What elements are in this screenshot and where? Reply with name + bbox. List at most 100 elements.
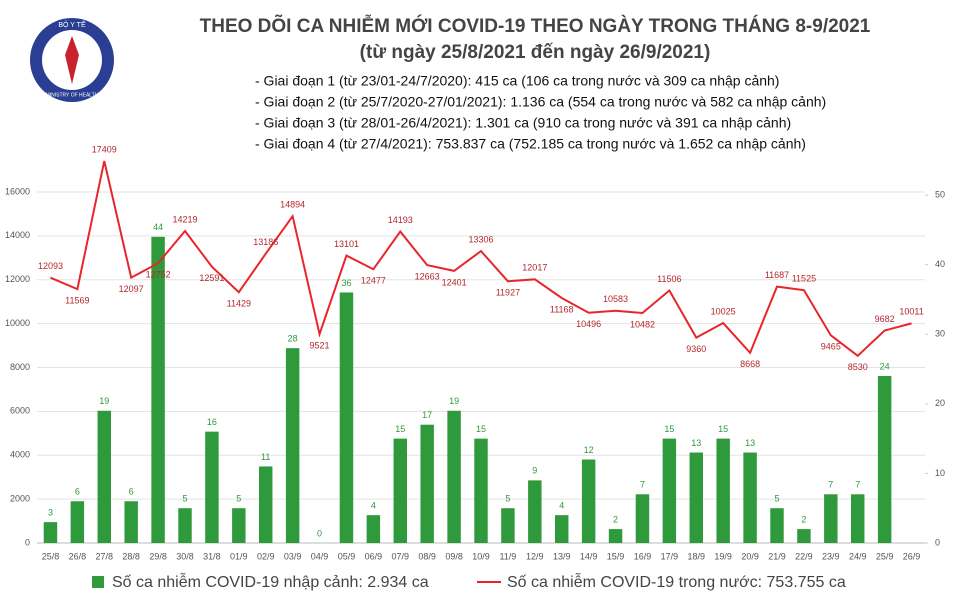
line-value-label: 17409 [92, 144, 117, 154]
bar-value-label: 7 [640, 480, 645, 490]
line-value-label: 8530 [848, 362, 868, 372]
bar [716, 438, 730, 543]
bar-value-label: 28 [288, 334, 298, 344]
bar [824, 494, 838, 543]
bar-value-label: 4 [371, 501, 376, 511]
x-tick-label: 12/9 [526, 551, 544, 561]
line-value-label: 12752 [146, 270, 171, 280]
bar-value-label: 7 [855, 480, 860, 490]
y-tick-label: 12000 [5, 274, 30, 284]
bar [770, 508, 784, 543]
x-tick-label: 09/8 [445, 551, 463, 561]
line-value-label: 12097 [119, 284, 144, 294]
bar [70, 501, 85, 543]
x-tick-label: 25/8 [42, 551, 60, 561]
x-tick-label: 10/9 [472, 551, 490, 561]
line-value-label: 9682 [875, 314, 895, 324]
line-value-label: 11927 [496, 288, 520, 298]
x-tick-label: 24/9 [849, 551, 867, 561]
line-value-label: 12663 [415, 272, 440, 282]
y2-tick-label: 10 [935, 468, 945, 478]
line-value-label: 14193 [388, 215, 413, 225]
bar-value-label: 44 [153, 222, 163, 232]
line-value-label: 14219 [172, 214, 197, 224]
bar [420, 424, 434, 543]
line-value-label: 10482 [630, 319, 655, 329]
x-tick-label: 17/9 [661, 551, 679, 561]
legend-label: Số ca nhiễm COVID-19 trong nước: 753.755… [507, 572, 846, 591]
bar [285, 348, 300, 543]
bar [339, 292, 354, 543]
x-tick-label: 01/9 [230, 551, 248, 561]
y2-tick-label: 40 [935, 259, 945, 269]
bar-value-label: 7 [828, 480, 833, 490]
y2-tick-label: 30 [935, 329, 945, 339]
y-tick-label: 16000 [5, 186, 30, 196]
logo-emblem [65, 36, 79, 84]
bar-value-label: 15 [476, 424, 486, 434]
bar [393, 438, 407, 543]
bar-value-label: 19 [449, 396, 459, 406]
x-tick-label: 14/9 [580, 551, 598, 561]
line-value-label: 12591 [199, 273, 224, 283]
x-tick-label: 31/8 [203, 551, 221, 561]
bar [851, 494, 865, 543]
y-tick-label: 14000 [5, 230, 30, 240]
bar [124, 501, 138, 543]
x-tick-label: 06/9 [365, 551, 383, 561]
bar-value-label: 15 [395, 424, 405, 434]
x-tick-label: 30/8 [176, 551, 194, 561]
bar [662, 438, 677, 543]
bar-value-label: 15 [718, 424, 728, 434]
bar [555, 515, 569, 543]
bar-value-label: 4 [559, 501, 564, 511]
x-tick-label: 18/9 [688, 551, 706, 561]
bar-value-label: 15 [664, 424, 674, 434]
line [50, 160, 912, 358]
logo-top-text: BỘ Y TẾ [58, 19, 86, 29]
line-value-label: 12477 [361, 276, 386, 286]
line-value-label: 11506 [657, 274, 681, 284]
bar [474, 438, 488, 543]
bar-value-label: 0 [317, 528, 322, 538]
chart-title: THEO DÕI CA NHIỄM MỚI COVID-19 THEO NGÀY… [200, 15, 871, 37]
line-value-label: 9465 [821, 342, 841, 352]
bar-value-label: 24 [880, 361, 890, 371]
x-tick-label: 02/9 [257, 551, 275, 561]
bar [743, 452, 757, 543]
bar [501, 508, 515, 543]
chart-subtitle: (từ ngày 25/8/2021 đến ngày 26/9/2021) [360, 42, 711, 63]
x-tick-label: 11/9 [499, 551, 516, 561]
x-tick-label: 22/9 [795, 551, 813, 561]
x-tick-label: 04/9 [311, 551, 329, 561]
x-tick-label: 19/9 [714, 551, 732, 561]
line-value-label: 11687 [765, 270, 789, 280]
x-tick-label: 28/8 [122, 551, 140, 561]
bar [608, 529, 623, 543]
bar-value-label: 5 [774, 494, 779, 504]
note: - Giai đoạn 1 (từ 23/01-24/7/2020): 415 … [255, 73, 779, 89]
note: - Giai đoạn 4 (từ 27/4/2021): 753.837 ca… [255, 136, 806, 152]
y2-tick-label: 20 [935, 398, 945, 408]
y2-tick-label: 50 [935, 189, 945, 199]
x-tick-label: 23/9 [822, 551, 840, 561]
bar [366, 515, 381, 543]
line-value-label: 11168 [550, 304, 574, 314]
bar [205, 431, 219, 543]
bar-value-label: 11 [261, 452, 270, 462]
y-tick-label: 4000 [10, 450, 30, 460]
bar [797, 529, 811, 543]
line-value-label: 13101 [334, 239, 359, 249]
bar [528, 480, 542, 543]
y-tick-label: 6000 [10, 406, 30, 416]
legend-label: Số ca nhiễm COVID-19 nhập cảnh: 2.934 ca [112, 572, 429, 591]
bar-value-label: 5 [182, 494, 187, 504]
bar-value-label: 6 [129, 487, 134, 497]
bar-value-label: 13 [691, 438, 701, 448]
bar-value-label: 2 [801, 514, 806, 524]
line-value-label: 11525 [792, 274, 816, 284]
x-tick-label: 26/8 [69, 551, 87, 561]
bar-value-label: 3 [48, 507, 53, 517]
line-value-label: 9521 [310, 340, 330, 350]
bar [232, 508, 246, 543]
